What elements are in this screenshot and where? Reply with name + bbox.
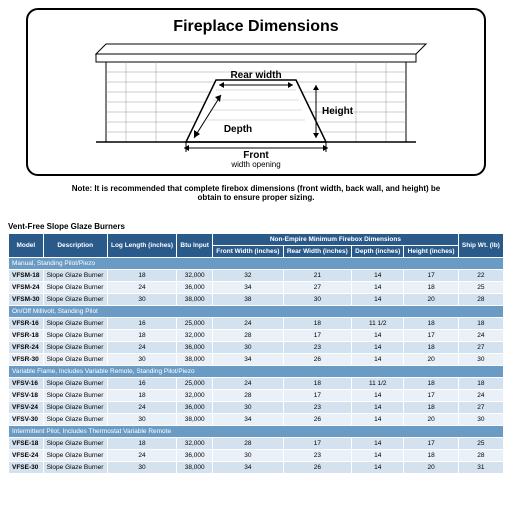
group-row: Intermittent Pilot, Includes Thermostat …: [9, 426, 504, 438]
table-row: VFSE-24Slope Glaze Burner2436,0003023141…: [9, 450, 504, 462]
col-rear: Rear Width (inches): [283, 246, 351, 258]
col-depth: Depth (inches): [352, 246, 404, 258]
group-row: On/Off Millivolt, Standing Pilot: [9, 306, 504, 318]
col-group: Non-Empire Minimum Firebox Dimensions: [213, 234, 459, 246]
table-row: VFSE-18Slope Glaze Burner1832,0002817141…: [9, 438, 504, 450]
table-row: VFSV-30Slope Glaze Burner3038,0003426142…: [9, 414, 504, 426]
col-log: Log Length (inches): [107, 234, 177, 258]
spec-table: Model Description Log Length (inches) Bt…: [8, 233, 504, 474]
col-height: Height (inches): [404, 246, 458, 258]
diagram-container: Fireplace Dimensions Rear width Height: [26, 8, 486, 176]
label-rear: Rear width: [230, 70, 281, 81]
col-ship: Ship Wt. (lb): [458, 234, 503, 258]
label-front-sub: width opening: [230, 160, 280, 169]
table-row: VFSV-18Slope Glaze Burner1832,0002817141…: [9, 390, 504, 402]
table-title: Vent-Free Slope Glaze Burners: [8, 222, 504, 231]
group-row: Variable Flame, Includes Variable Remote…: [9, 366, 504, 378]
diagram-title: Fireplace Dimensions: [44, 18, 468, 36]
table-row: VFSM-30Slope Glaze Burner3038,0003830142…: [9, 294, 504, 306]
diagram-note: Note: It is recommended that complete fi…: [66, 184, 446, 202]
table-row: VFSM-24Slope Glaze Burner2436,0003427141…: [9, 282, 504, 294]
table-row: VFSR-30Slope Glaze Burner3038,0003426142…: [9, 354, 504, 366]
table-row: VFSV-24Slope Glaze Burner2436,0003023141…: [9, 402, 504, 414]
table-row: VFSR-24Slope Glaze Burner2436,0003023141…: [9, 342, 504, 354]
col-desc: Description: [43, 234, 107, 258]
table-row: VFSR-18Slope Glaze Burner1832,0002817141…: [9, 330, 504, 342]
label-depth: Depth: [224, 124, 252, 135]
col-model: Model: [9, 234, 44, 258]
fireplace-diagram: Rear width Height Depth Front width open…: [66, 40, 446, 170]
table-row: VFSR-16Slope Glaze Burner1625,000241811 …: [9, 318, 504, 330]
label-height: Height: [322, 106, 354, 117]
table-row: VFSM-18Slope Glaze Burner1832,0003221141…: [9, 270, 504, 282]
group-row: Manual, Standing Pilot/Piezo: [9, 258, 504, 270]
col-front: Front Width (inches): [213, 246, 284, 258]
col-btu: Btu Input: [177, 234, 213, 258]
table-row: VFSV-16Slope Glaze Burner1625,000241811 …: [9, 378, 504, 390]
table-row: VFSE-30Slope Glaze Burner3038,0003426142…: [9, 462, 504, 474]
